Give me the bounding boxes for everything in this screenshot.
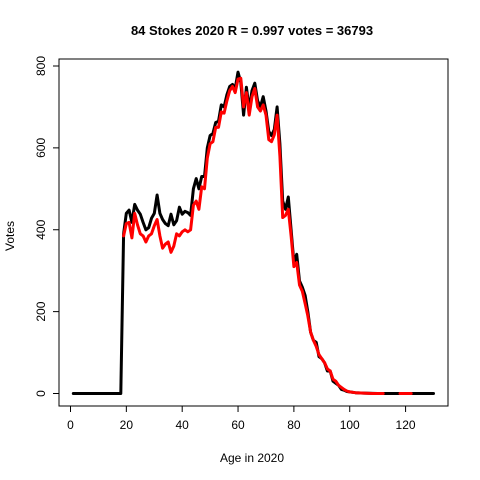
x-tick-label: 80 [287, 418, 301, 432]
x-tick-label: 40 [176, 418, 190, 432]
series-line-0 [71, 70, 435, 395]
plot-frame [58, 58, 449, 407]
x-tick-label: 60 [231, 418, 245, 432]
x-tick-label: 0 [67, 418, 74, 432]
chart-title: 84 Stokes 2020 R = 0.997 votes = 36793 [131, 23, 373, 38]
x-axis-label: Age in 2020 [220, 451, 284, 465]
y-tick-label: 0 [34, 390, 48, 397]
y-tick-label: 200 [34, 301, 48, 321]
y-tick-label: 400 [34, 219, 48, 239]
axis-ticks: 0 20 40 60 80 100 120 0 200 400 600 800 [34, 56, 416, 432]
x-tick-label: 100 [340, 418, 360, 432]
x-tick-label: 20 [120, 418, 134, 432]
series-line-1 [122, 76, 385, 395]
series-layer [71, 70, 435, 395]
y-tick-label: 800 [34, 56, 48, 76]
y-tick-label: 600 [34, 138, 48, 158]
x-tick-label: 120 [396, 418, 416, 432]
y-axis-label: Votes [3, 221, 17, 251]
